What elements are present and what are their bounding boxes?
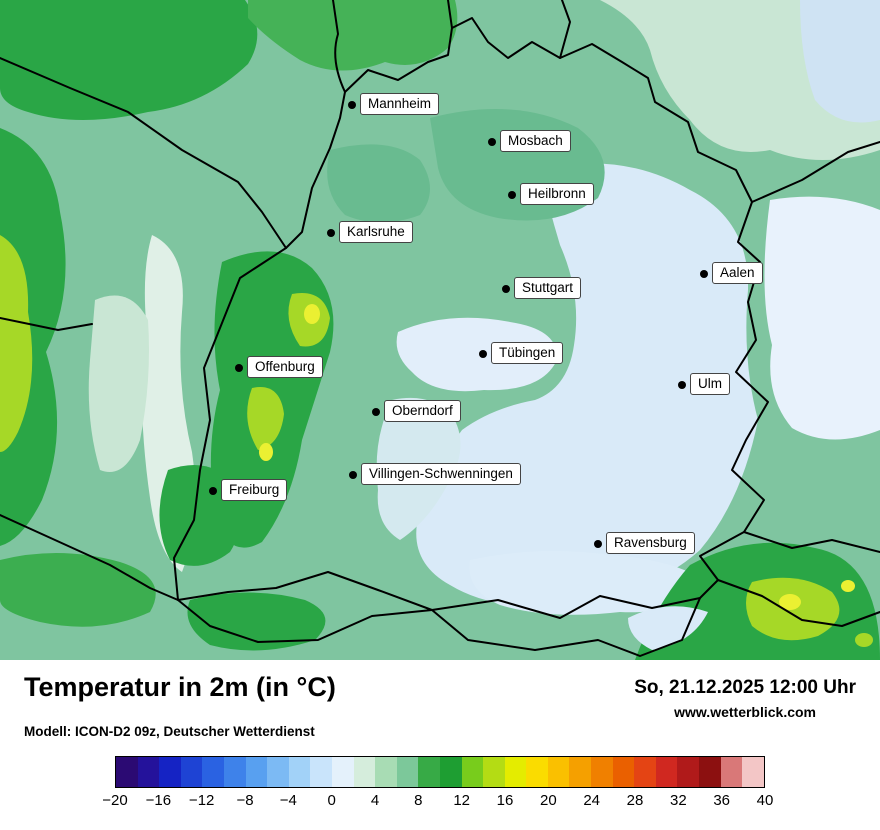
map-canvas [0, 0, 880, 660]
temperature-colorbar: −20 −16 −12 −8 −4 0 4 8 12 16 20 24 28 32 36 40 [102, 756, 773, 812]
city-dot [488, 138, 496, 146]
footer-right-column: So, 21.12.2025 12:00 Uhr www.wetterblick… [634, 672, 856, 720]
colorbar-segment [742, 757, 764, 787]
colorbar-tick-labels: −20 −16 −12 −8 −4 0 4 8 12 16 20 24 28 32 36 40 [102, 792, 773, 812]
city-label: Aalen [712, 262, 763, 284]
valid-datetime: So, 21.12.2025 12:00 Uhr [634, 677, 856, 698]
colorbar-segment [612, 757, 635, 787]
colorbar-tick-label: 0 [327, 792, 336, 809]
colorbar-segment [116, 757, 138, 787]
colorbar-segment [375, 757, 397, 787]
colorbar-segment [439, 757, 462, 787]
map-borders [0, 0, 880, 657]
colorbar-segment [353, 757, 376, 787]
colorbar-segment [547, 757, 570, 787]
colorbar-tick-label: 8 [414, 792, 423, 809]
website-url: www.wetterblick.com [674, 704, 817, 720]
colorbar-segment [418, 757, 440, 787]
colorbar-tick-label: 32 [669, 792, 687, 809]
city-label: Tübingen [491, 342, 564, 364]
colorbar-tick-label: −20 [102, 792, 128, 809]
city-label: Ulm [690, 373, 730, 395]
colorbar-segment [699, 757, 721, 787]
colorbar-gradient [115, 756, 765, 788]
colorbar-tick-label: −12 [188, 792, 215, 809]
city-dot [479, 350, 487, 358]
colorbar-tick-label: 36 [713, 792, 730, 809]
colorbar-tick-label: −16 [145, 792, 172, 809]
colorbar-tick-label: 12 [453, 792, 470, 809]
colorbar-segment [288, 757, 311, 787]
colorbar-segment [591, 757, 613, 787]
colorbar-tick-label: 20 [539, 792, 557, 809]
colorbar-segment [223, 757, 246, 787]
city-dot [594, 540, 602, 548]
city-label: Oberndorf [384, 400, 461, 422]
colorbar-tick-label: −8 [236, 792, 254, 809]
city-dot [502, 285, 510, 293]
colorbar-tick-label: 24 [583, 792, 600, 809]
colorbar-segment [483, 757, 505, 787]
colorbar-segment [245, 757, 268, 787]
colorbar-segment [267, 757, 289, 787]
city-dot [372, 408, 380, 416]
city-label: Mannheim [360, 93, 440, 115]
colorbar-segment [310, 757, 332, 787]
city-dot [348, 101, 356, 109]
city-dot [235, 364, 243, 372]
city-layer: Mannheim Mosbach Heilbronn Karlsruhe Stuttga… [209, 93, 763, 554]
city-label: Offenburg [247, 356, 323, 378]
colorbar-segment [634, 757, 656, 787]
city-dot [700, 270, 708, 278]
city-dot [508, 191, 516, 199]
colorbar-segment [677, 757, 700, 787]
city-label: Freiburg [221, 479, 288, 501]
colorbar-tick-label: 4 [370, 792, 380, 809]
city-label: Ravensburg [606, 532, 695, 554]
colorbar-tick-label: 16 [496, 792, 514, 809]
city-dot [349, 471, 357, 479]
page-title: Temperatur in 2m (in °C) [24, 672, 336, 702]
colorbar-tick-label: 28 [626, 792, 644, 809]
colorbar-segment [720, 757, 743, 787]
weather-map: Mannheim Mosbach Heilbronn Karlsruhe Stuttga… [0, 0, 880, 660]
colorbar-segment [159, 757, 181, 787]
colorbar-segment [180, 757, 203, 787]
city-dot [327, 229, 335, 237]
city-label: Karlsruhe [339, 221, 413, 243]
colorbar-segment [655, 757, 678, 787]
footer: Temperatur in 2m (in °C) So, 21.12.2025 … [0, 660, 880, 830]
city-label: Mosbach [500, 130, 571, 152]
colorbar-segment [202, 757, 224, 787]
city-label: Villingen-Schwenningen [361, 463, 521, 485]
city-dot [678, 381, 686, 389]
colorbar-segment [504, 757, 527, 787]
city-label: Stuttgart [514, 277, 582, 299]
city-label: Heilbronn [520, 183, 594, 205]
colorbar-tick-label: −4 [279, 792, 297, 809]
colorbar-tick-label: 40 [756, 792, 774, 809]
colorbar-segment [331, 757, 354, 787]
city-dot [209, 487, 217, 495]
colorbar-segment [396, 757, 419, 787]
colorbar-segment [569, 757, 592, 787]
colorbar-segment [461, 757, 484, 787]
colorbar-segment [137, 757, 160, 787]
model-info: Modell: ICON-D2 09z, Deutscher Wetterdie… [24, 724, 315, 739]
colorbar-segment [526, 757, 548, 787]
